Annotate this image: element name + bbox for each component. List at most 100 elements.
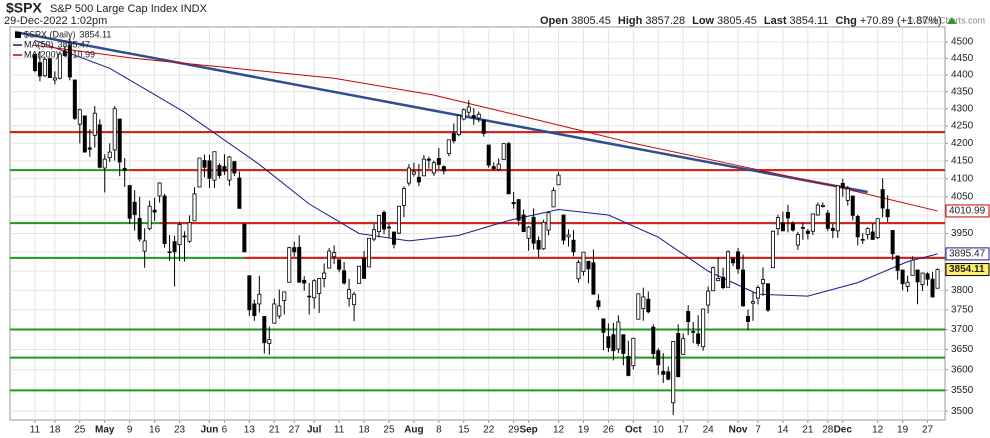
last-value-box <box>945 247 990 261</box>
candle-body <box>52 77 57 81</box>
candle-body <box>621 334 626 354</box>
candle-body <box>731 258 736 264</box>
candle-body <box>800 227 805 229</box>
candle-body <box>137 217 142 240</box>
candle-body <box>297 246 302 283</box>
candle-body <box>785 212 790 219</box>
candle-body <box>541 221 546 250</box>
candle-body <box>112 108 117 151</box>
candle-body <box>377 214 382 233</box>
candle-body <box>431 162 436 174</box>
candle-body <box>606 336 611 348</box>
candle-body <box>631 337 636 367</box>
candle-body <box>117 118 122 163</box>
candle-body <box>272 303 277 324</box>
y-tick-label: 3800 <box>951 285 974 296</box>
candle-body <box>925 273 930 280</box>
candle-body <box>72 79 77 119</box>
candle-body <box>436 158 441 165</box>
candle-body <box>476 113 481 119</box>
candle-body <box>466 106 471 113</box>
candle-body <box>805 230 810 234</box>
quote-label: Last <box>764 15 787 27</box>
x-tick-label: 12 <box>553 425 565 436</box>
x-tick-label: 6 <box>222 425 228 436</box>
candle-body <box>726 251 731 288</box>
candle-body <box>367 237 372 268</box>
candle-body <box>292 247 297 253</box>
candle-body <box>496 163 501 170</box>
x-tick-label: Aug <box>404 425 423 436</box>
candle-body <box>187 222 192 242</box>
candle-body <box>426 158 431 161</box>
candle-body <box>546 212 551 231</box>
candle-body <box>177 224 182 246</box>
y-tick-label: 4200 <box>951 138 974 149</box>
candle-body <box>830 227 835 231</box>
candle-body <box>711 267 716 292</box>
candle-body <box>875 218 880 238</box>
candle-body <box>556 174 561 186</box>
subtitle: S&P 500 Large Cap Index INDX <box>50 3 208 15</box>
candle-body <box>77 109 82 125</box>
y-tick-label: 3600 <box>951 364 974 375</box>
candle-body <box>840 182 845 188</box>
candle-body <box>37 62 42 77</box>
candle-body <box>287 247 292 283</box>
x-tick-label: Nov <box>729 425 748 436</box>
candle-body <box>701 308 706 348</box>
candle-body <box>706 290 711 306</box>
candle-body <box>885 209 890 218</box>
x-tick-label: 7 <box>755 425 761 436</box>
legend-value: 3854.11 <box>80 29 112 39</box>
x-tick-label: Sep <box>519 425 537 436</box>
candle-body <box>820 205 825 207</box>
candle-body <box>441 166 446 172</box>
candle-body <box>850 195 855 216</box>
candle-body <box>67 45 72 78</box>
moving-average <box>34 44 938 212</box>
candle-body <box>741 269 746 307</box>
candle-body <box>586 260 591 270</box>
quote-value: 3805.45 <box>717 15 757 27</box>
last-value-label: 4010.99 <box>949 206 986 217</box>
candle-body <box>167 251 172 254</box>
candle-body <box>760 279 765 284</box>
candle-body <box>307 295 312 298</box>
x-tick-label: 11 <box>334 425 345 436</box>
symbol: $SPX <box>6 0 42 16</box>
candle-body <box>157 182 162 197</box>
candle-body <box>531 216 536 244</box>
candle-body <box>581 251 586 272</box>
candle-body <box>865 228 870 235</box>
quote-value: 3854.11 <box>790 15 829 27</box>
candle-body <box>416 176 421 183</box>
quote: Open 3805.45 High 3857.28 Low 3805.45 Last 3854… <box>540 15 957 27</box>
candle-body <box>47 58 52 79</box>
candle-body <box>511 202 516 205</box>
candle-body <box>880 189 885 209</box>
candle-body <box>905 281 910 287</box>
candle-body <box>691 331 696 333</box>
candle-body <box>87 147 92 150</box>
candle-body <box>97 124 102 168</box>
x-tick-label: 18 <box>49 425 61 436</box>
candle-body <box>716 278 721 282</box>
legend-label: MA(200) <box>24 49 59 59</box>
candle-body <box>681 338 686 355</box>
candle-body <box>666 371 671 380</box>
candle-body <box>676 333 681 378</box>
candle-body <box>386 226 391 229</box>
y-tick-label: 4350 <box>951 86 974 97</box>
candle-body <box>227 156 232 181</box>
x-tick-label: 15 <box>458 425 470 436</box>
candle-body <box>312 280 317 299</box>
candles <box>32 37 940 415</box>
date: 29-Dec-2022 1:02pm <box>4 15 107 27</box>
candle-body <box>636 293 641 320</box>
x-tick-label: 18 <box>358 425 370 436</box>
x-tick-label: 24 <box>703 425 715 436</box>
candle-body <box>152 209 157 213</box>
x-tick-label: 29 <box>508 425 520 436</box>
